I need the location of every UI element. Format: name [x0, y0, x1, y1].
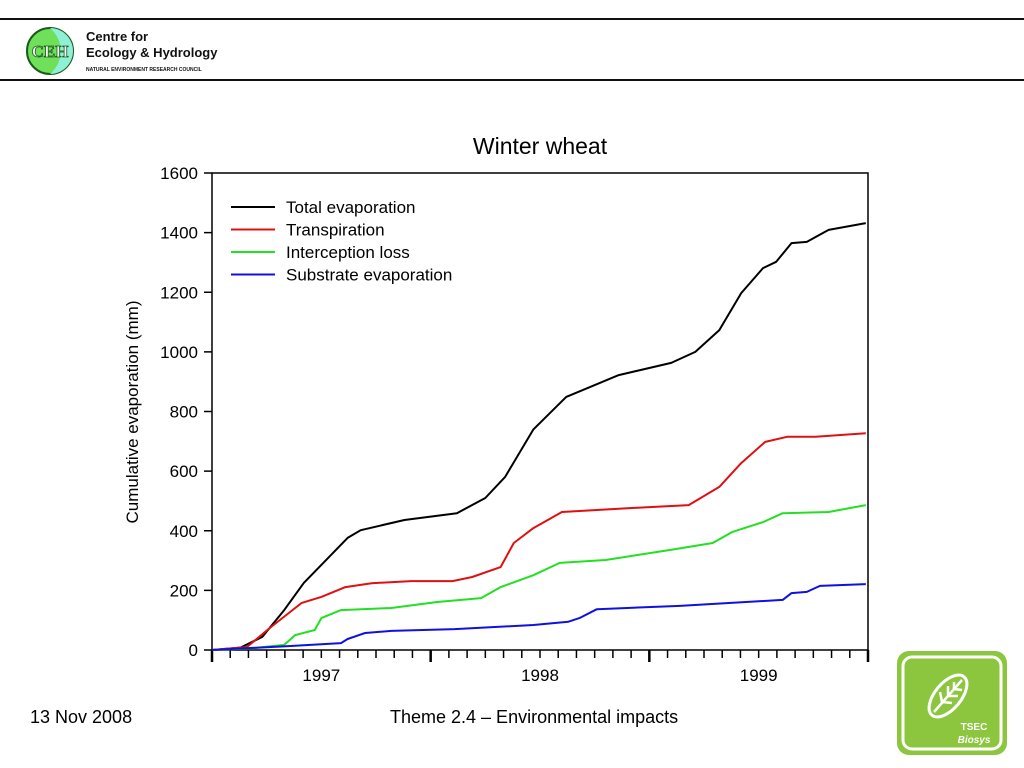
ceh-logo: CEH Centre for Ecology & Hydrology NATUR…	[26, 27, 218, 75]
x-tick-label: 1998	[521, 666, 559, 685]
chart-legend: Total evaporation Transpiration Intercepti…	[231, 198, 452, 285]
org-name-line2: Ecology & Hydrology	[86, 45, 218, 60]
tsec-logo-line2: Biosys	[958, 735, 991, 746]
org-name-line1: Centre for	[86, 29, 148, 44]
y-tick-label: 600	[170, 462, 198, 481]
header-top-rule	[0, 18, 1024, 20]
tsec-biosys-logo: TSEC Biosys	[897, 651, 1007, 755]
legend-label: Interception loss	[286, 243, 410, 262]
series-line-transpiration	[211, 432, 866, 651]
y-tick-label: 400	[170, 522, 198, 541]
chart-series	[211, 222, 866, 651]
evaporation-chart: Winter wheat Cumulative evaporation (mm)…	[123, 133, 870, 685]
series-line-interception-loss	[211, 504, 866, 651]
footer-date: 13 Nov 2008	[30, 707, 133, 727]
x-tick-label: 1999	[740, 666, 778, 685]
y-tick-label: 800	[170, 403, 198, 422]
org-subtitle: NATURAL ENVIRONMENT RESEARCH COUNCIL	[86, 67, 202, 73]
legend-label: Total evaporation	[286, 198, 415, 217]
series-line-total-evaporation	[211, 222, 866, 651]
y-tick-label: 200	[170, 581, 198, 600]
y-tick-label: 1400	[160, 224, 198, 243]
y-tick-label: 0	[189, 641, 198, 660]
y-tick-label: 1200	[160, 283, 198, 302]
chart-axes: 0 200 400 600 800 1000 1200 1400 1600 1997 1998 199…	[160, 164, 870, 685]
footer-theme: Theme 2.4 – Environmental impacts	[390, 707, 679, 727]
legend-label: Transpiration	[286, 221, 385, 240]
chart-title: Winter wheat	[473, 133, 608, 159]
series-line-substrate-evaporation	[211, 583, 866, 651]
tsec-logo-line1: TSEC	[961, 722, 988, 733]
header-bottom-rule	[0, 79, 1024, 81]
legend-label: Substrate evaporation	[286, 266, 452, 285]
y-axis-label: Cumulative evaporation (mm)	[123, 301, 142, 524]
x-tick-label: 1997	[302, 666, 340, 685]
ceh-logo-text: CEH	[32, 42, 69, 61]
y-tick-label: 1600	[160, 164, 198, 183]
y-tick-label: 1000	[160, 343, 198, 362]
